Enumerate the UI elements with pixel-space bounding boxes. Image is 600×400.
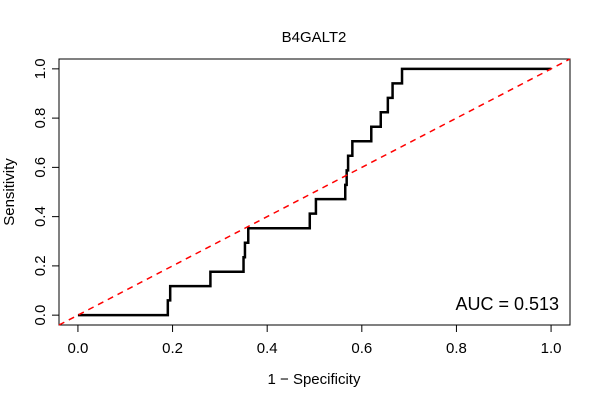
y-tick-label: 0.0: [32, 305, 49, 326]
plot-frame: [58, 58, 571, 326]
y-tick-label: 0.4: [32, 206, 49, 227]
y-tick-label: 0.8: [32, 108, 49, 129]
x-tick-label: 0.4: [257, 340, 278, 357]
x-tick-label: 1.0: [541, 340, 562, 357]
x-axis-title: 1 − Specificity: [268, 371, 361, 388]
x-tick-label: 0.6: [351, 340, 372, 357]
y-tick-label: 0.2: [32, 255, 49, 276]
x-tick-label: 0.8: [446, 340, 467, 357]
y-axis: 0.0 0.2 0.4 0.6 0.8 1.0: [32, 58, 59, 326]
reference-diagonal-line: [58, 58, 571, 326]
y-axis-title: Sensitivity: [1, 158, 18, 226]
auc-annotation: AUC = 0.513: [455, 294, 559, 314]
chart-title: B4GALT2: [282, 29, 347, 46]
y-tick-label: 0.6: [32, 157, 49, 178]
x-tick-label: 0.0: [67, 340, 88, 357]
x-axis: 0.0 0.2 0.4 0.6 0.8 1.0: [67, 325, 562, 357]
x-tick-label: 0.2: [162, 340, 183, 357]
roc-curve: [77, 67, 552, 317]
y-tick-label: 1.0: [32, 58, 49, 79]
series-layer: [58, 58, 571, 326]
